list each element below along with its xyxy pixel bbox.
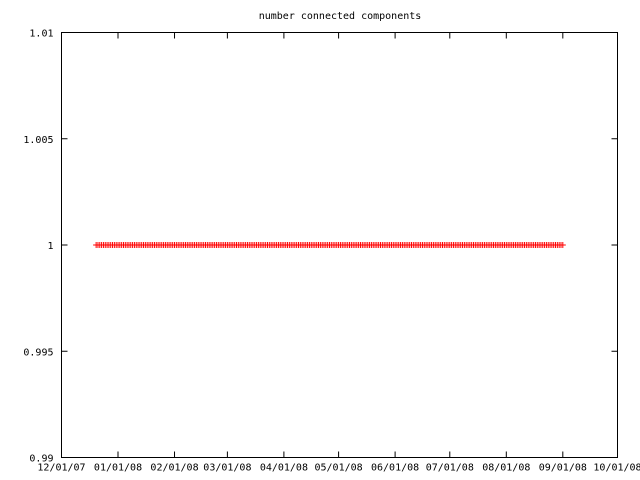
data-points bbox=[93, 242, 566, 248]
x-tick-label: 12/01/07 bbox=[37, 463, 85, 474]
x-tick-label: 10/01/08 bbox=[593, 463, 640, 474]
y-tick-label: 0.99 bbox=[29, 454, 53, 465]
x-tick-label: 04/01/08 bbox=[260, 463, 308, 474]
ticks bbox=[61, 32, 618, 458]
tick-labels: 0.99 0.995 1 1.005 1.01 12/01/07 01/01/08 02/01… bbox=[23, 29, 640, 474]
y-tick-label: 1.01 bbox=[29, 29, 53, 40]
x-tick-label: 09/01/08 bbox=[539, 463, 587, 474]
x-tick-label: 08/01/08 bbox=[482, 463, 530, 474]
y-tick-label: 1.005 bbox=[23, 135, 53, 146]
x-tick-label: 03/01/08 bbox=[203, 463, 251, 474]
x-tick-label: 02/01/08 bbox=[150, 463, 198, 474]
x-tick-label: 07/01/08 bbox=[426, 463, 474, 474]
y-tick-label: 1 bbox=[47, 241, 53, 252]
x-tick-label: 05/01/08 bbox=[315, 463, 363, 474]
data-point bbox=[559, 242, 566, 248]
x-tick-label: 06/01/08 bbox=[371, 463, 419, 474]
x-tick-label: 01/01/08 bbox=[94, 463, 142, 474]
chart-title: number connected components bbox=[259, 11, 422, 22]
y-tick-label: 0.995 bbox=[23, 347, 53, 358]
